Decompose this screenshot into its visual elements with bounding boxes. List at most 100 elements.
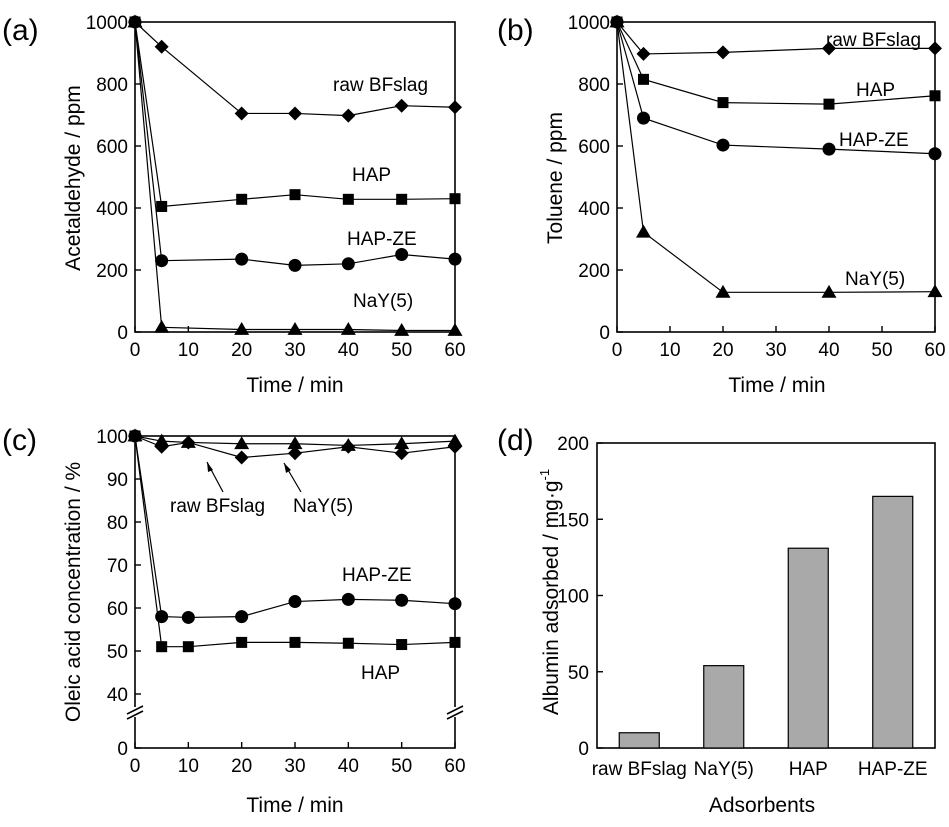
y-tick-label: 50: [568, 663, 589, 684]
y-tick-label: 40: [107, 685, 128, 706]
data-point-hap-ze: [395, 248, 409, 261]
data-point-raw-bfslag: [154, 39, 169, 54]
data-point-hap-ze: [288, 595, 302, 609]
panel-label-d: (d): [497, 424, 534, 457]
plot-frame: [134, 21, 456, 333]
data-point-hap-ze: [716, 138, 730, 152]
x-tick-label: 20: [231, 756, 252, 777]
bar-raw-bfslag: [618, 732, 660, 749]
data-point-hap: [823, 98, 835, 110]
panel-a-acetaldehyde-chart: (a) Time / min Acetaldehyde / ppm 0 10 20 3…: [2, 13, 466, 397]
panel-label-a: (a): [2, 14, 39, 47]
axis-break-left: [126, 705, 144, 720]
x-tick-label: 30: [765, 340, 786, 361]
data-point-nay-5: [154, 433, 170, 447]
data-point-hap: [236, 636, 248, 648]
x-tick-label: 50: [871, 340, 892, 361]
y-axis-label: Acetaldehyde / ppm: [62, 85, 85, 271]
data-point-raw-bfslag: [394, 98, 409, 113]
data-point-hap-ze: [448, 597, 462, 611]
data-point-nay-5: [609, 14, 625, 28]
x-tick-label: 30: [284, 340, 305, 361]
data-point-hap-ze: [637, 111, 650, 125]
data-point-hap: [129, 430, 141, 442]
axis-break-right: [446, 705, 464, 720]
series-label-nay5: NaY(5): [845, 269, 905, 290]
data-point-hap: [342, 637, 354, 649]
data-point-hap: [156, 641, 168, 653]
y-tick-label: 600: [578, 137, 610, 158]
panel-label-c: (c): [2, 424, 37, 457]
data-point-nay-5: [927, 284, 943, 298]
series-line-nay-5: [134, 21, 455, 332]
data-point-raw-bfslag: [288, 106, 302, 121]
data-point-hap-ze: [341, 257, 355, 271]
y-tick-label: 0: [117, 323, 128, 344]
data-point-hap-ze: [235, 252, 249, 266]
data-point-raw-bfslag: [448, 100, 462, 115]
data-point-raw-bfslag: [822, 41, 836, 56]
series-line-raw-bfslag: [134, 21, 456, 117]
data-point-hap-ze: [235, 610, 249, 624]
data-point-raw-bfslag: [636, 46, 651, 61]
y-tick-label: 1000: [86, 13, 128, 34]
data-point-hap: [396, 193, 408, 205]
data-point-nay-5: [287, 436, 303, 450]
data-point-hap: [929, 90, 941, 102]
y-axis-label: Oleic acid concentration / %: [62, 462, 85, 722]
data-point-nay-5: [447, 433, 463, 447]
data-point-nay-5: [340, 322, 356, 335]
x-tick-label: 40: [338, 756, 359, 777]
data-point-nay-5: [154, 319, 170, 333]
x-tick-label: 20: [712, 340, 733, 361]
data-point-hap-ze: [928, 147, 942, 161]
x-tick-label: 0: [130, 340, 141, 361]
x-tick-label: 0: [612, 340, 623, 361]
data-point-hap-ze: [341, 592, 355, 606]
data-point-hap: [289, 636, 301, 648]
x-axis-label: Time / min: [728, 374, 825, 397]
x-tick-label: raw BFslag: [592, 759, 687, 780]
x-axis-label: Adsorbents: [709, 794, 815, 817]
panel-d-albumin-bar-chart: (d) Adsorbents Albumin adsorbed / mg·g-1…: [497, 424, 936, 817]
bar-hap-ze: [872, 495, 914, 749]
data-point-hap: [236, 193, 248, 205]
x-tick-label: 50: [391, 340, 412, 361]
y-tick-label: 100: [557, 587, 589, 608]
x-tick-label: 60: [924, 340, 945, 361]
data-point-hap: [289, 189, 301, 201]
x-tick-label: 10: [178, 340, 199, 361]
series-label-hap-ze: HAP-ZE: [342, 565, 412, 586]
data-point-hap-ze: [822, 142, 836, 156]
data-point-hap: [156, 200, 168, 212]
data-point-raw-bfslag: [288, 446, 302, 461]
data-point-nay-5: [636, 224, 651, 238]
callout-arrow-nay5: [284, 463, 291, 473]
y-tick-label: 200: [557, 434, 589, 455]
x-tick-label: 10: [659, 340, 680, 361]
x-axis-label: Time / min: [246, 374, 343, 397]
panel-b-toluene-chart: (b) Time / min Toluene / ppm 0 10 20 30 40 50…: [497, 13, 946, 397]
data-point-hap: [396, 639, 408, 651]
series-label-raw-bfslag: raw BFslag: [170, 496, 265, 517]
y-axis-label-superscript: -1: [537, 469, 552, 481]
data-point-nay-5: [394, 436, 410, 450]
y-tick-label: 70: [107, 556, 128, 577]
data-point-raw-bfslag: [234, 106, 249, 121]
y-tick-label: 0: [599, 323, 610, 344]
x-tick-label: HAP: [789, 759, 828, 780]
x-tick-label: 10: [178, 756, 199, 777]
data-point-hap-ze: [181, 610, 195, 624]
data-point-hap-ze: [448, 252, 462, 266]
y-tick-label: 0: [117, 739, 128, 760]
x-tick-label: 40: [818, 340, 839, 361]
data-point-raw-bfslag: [394, 446, 409, 461]
y-tick-label: 200: [578, 261, 610, 282]
data-point-hap-ze: [395, 593, 409, 607]
y-tick-label: 800: [578, 75, 610, 96]
y-tick-label: 600: [96, 137, 128, 158]
data-point-hap: [342, 193, 354, 205]
data-point-nay-5: [127, 14, 143, 28]
data-point-nay-5: [821, 284, 837, 298]
